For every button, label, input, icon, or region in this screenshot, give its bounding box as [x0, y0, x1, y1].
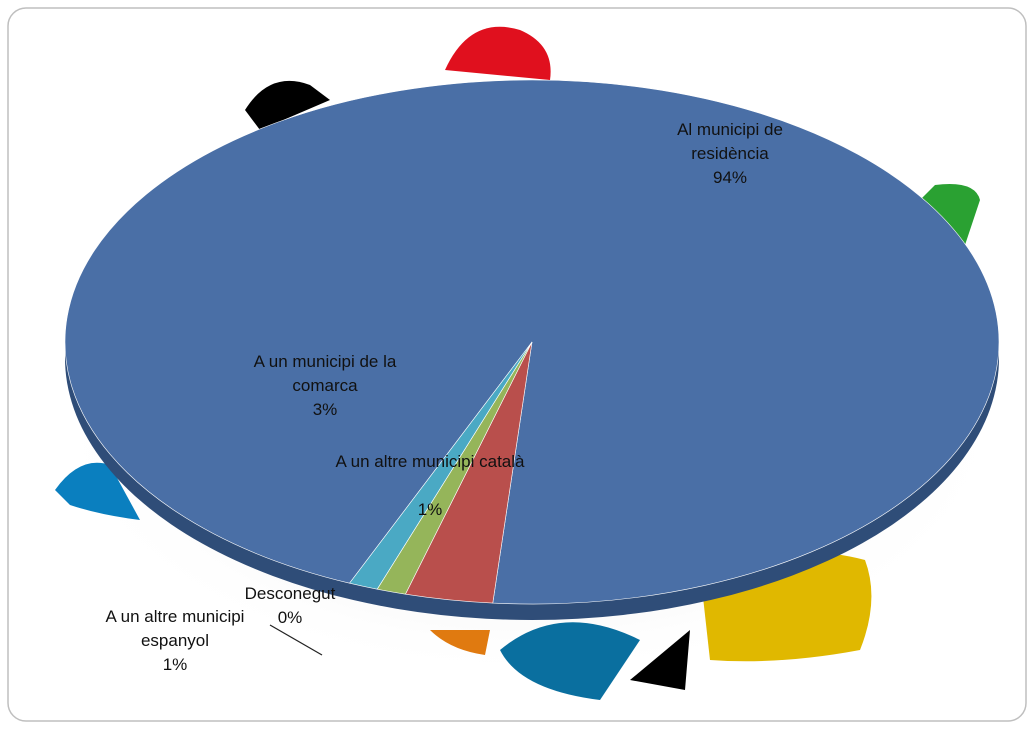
decoration: [500, 622, 640, 700]
slice-label: A un altre municipi català: [335, 452, 525, 471]
slice-value-label: 94%: [712, 168, 748, 187]
decoration: [630, 630, 690, 690]
leader-line: [269, 624, 323, 656]
decoration: [245, 80, 330, 130]
slice-label: A un altre municipi espanyol: [105, 607, 245, 650]
decoration: [55, 462, 140, 520]
slice-value-label: 1%: [162, 655, 188, 674]
slice-label: A un municipi de la comarca: [253, 352, 397, 395]
decoration: [920, 184, 980, 245]
slice-value-label: 1%: [417, 500, 443, 519]
decoration: [445, 26, 551, 80]
decoration: [430, 630, 490, 655]
slice-value-label: 3%: [312, 400, 338, 419]
slice-label: Desconegut: [244, 584, 336, 603]
pie-slice: [349, 341, 533, 590]
slice-label: Al municipi de residència: [677, 120, 783, 163]
slice-value-label: 0%: [277, 608, 303, 627]
